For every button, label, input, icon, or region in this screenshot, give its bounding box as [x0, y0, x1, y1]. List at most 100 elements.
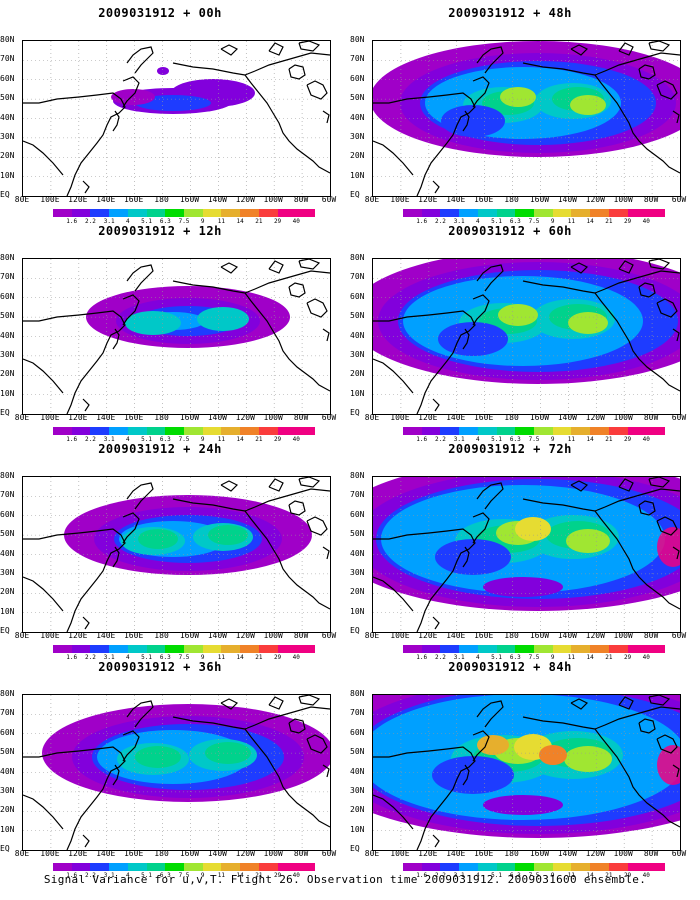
latitude-label: 80N — [0, 471, 15, 480]
colorbar-swatch — [459, 427, 479, 435]
latitude-label: EQ — [0, 844, 10, 854]
colorbar-label: 11 — [567, 436, 576, 443]
latitude-label: 60N — [350, 509, 365, 519]
colorbar-swatch — [109, 645, 129, 653]
longitude-axis: 80E 100E 120E 140E 160E 180 160W 140W 120W 100W 80… — [0, 849, 336, 860]
colorbar-swatch — [53, 863, 73, 871]
colorbar-label: 2.2 — [435, 654, 446, 661]
colorbar-swatch — [515, 863, 535, 871]
longitude-axis: 80E 100E 120E 140E 160E 180 160W 140W 120W 100W 80… — [350, 413, 686, 424]
colorbar-swatch — [421, 863, 441, 871]
longitude-label: 100W — [263, 413, 283, 422]
longitude-label: 60W — [671, 195, 687, 204]
latitude-label: 30N — [0, 132, 15, 141]
colorbar-swatch — [184, 645, 204, 653]
colorbar-label: 29 — [623, 436, 632, 443]
latitude-label: 50N — [350, 93, 365, 103]
colorbar-label: 4 — [126, 218, 130, 225]
colorbar-label: 7.5 — [178, 436, 190, 443]
colorbar-label: 40 — [642, 654, 650, 661]
colorbar-label: 7.5 — [528, 218, 540, 225]
colorbar-label: 9 — [550, 436, 555, 443]
colorbar-label: 2.2 — [85, 654, 96, 661]
longitude-label: 120W — [235, 631, 255, 640]
colorbar-label: 21 — [605, 872, 613, 879]
colorbar-swatch — [440, 427, 460, 435]
longitude-label: 80E — [14, 195, 30, 204]
colorbar-swatch — [221, 645, 241, 653]
colorbar-label: 29 — [623, 218, 632, 225]
colorbar-label: 21 — [605, 436, 613, 443]
colorbar-label: 2.2 — [435, 218, 446, 225]
colorbar: 1.6 2.2 3.1 4 5.1 6.3 7.5 9 11 14 21 29 40 — [403, 427, 666, 451]
colorbar-swatch — [165, 209, 185, 217]
longitude-label: 120W — [585, 195, 605, 204]
latitude-label: 40N — [350, 112, 365, 122]
longitude-label: 120W — [585, 413, 605, 422]
longitude-label: 120E — [418, 631, 438, 640]
longitude-label: 140E — [96, 631, 116, 640]
colorbar-label: 40 — [642, 436, 650, 443]
colorbar-swatch — [608, 427, 629, 435]
colorbar-swatch — [202, 427, 222, 435]
longitude-label: 160W — [529, 849, 550, 858]
colorbar-swatch — [258, 645, 279, 653]
colorbar-label: 21 — [605, 654, 613, 661]
latitude-label: 70N — [0, 490, 15, 500]
colorbar-swatch — [127, 427, 148, 435]
colorbar-label: 11 — [567, 654, 576, 661]
longitude-label: 80W — [293, 849, 309, 858]
colorbar-swatch — [258, 209, 279, 217]
colorbar-swatch — [277, 209, 297, 217]
longitude-label: 120E — [68, 849, 88, 858]
latitude-label: 60N — [0, 509, 15, 519]
colorbar-swatch — [127, 863, 148, 871]
colorbar-swatch — [296, 209, 316, 217]
colorbar-label: 5.1 — [491, 654, 502, 661]
colorbar-swatch — [608, 863, 629, 871]
colorbar-swatch — [258, 863, 279, 871]
colorbar-swatch — [202, 209, 222, 217]
latitude-label: 50N — [0, 93, 15, 103]
colorbar-label: 5.1 — [141, 436, 152, 443]
map-area — [372, 40, 681, 197]
longitude-label: 160E — [123, 849, 144, 858]
colorbar-label: 2.2 — [435, 872, 446, 879]
longitude-label: 100W — [613, 195, 633, 204]
colorbar-swatch — [552, 209, 572, 217]
colorbar-label: 1.6 — [66, 436, 78, 443]
colorbar: 1.6 2.2 3.1 4 5.1 6.3 7.5 9 11 14 21 29 40 — [403, 863, 666, 887]
colorbar-label: 5.1 — [491, 436, 502, 443]
colorbar-label: 4 — [476, 436, 480, 443]
colorbar-swatch — [534, 863, 554, 871]
latitude-label: 20N — [0, 369, 15, 379]
colorbar-label: 14 — [586, 654, 594, 661]
colorbar-label: 40 — [642, 218, 650, 225]
longitude-label: 120W — [585, 849, 605, 858]
latitude-label: 30N — [350, 132, 365, 141]
longitude-label: 80E — [364, 195, 380, 204]
latitude-label: 20N — [0, 587, 15, 597]
latitude-axis: 80N 70N 60N 50N 40N 30N 20N 10N EQ — [0, 690, 20, 854]
longitude-label: 160W — [179, 631, 200, 640]
longitude-label: 160E — [123, 631, 144, 640]
longitude-label: 180 — [504, 413, 519, 422]
colorbar-label: 40 — [292, 654, 300, 661]
longitude-label: 80W — [293, 631, 309, 640]
colorbar-swatch — [146, 209, 166, 217]
latitude-label: 70N — [350, 490, 365, 500]
variance-field — [373, 695, 680, 850]
longitude-label: 100E — [390, 195, 410, 204]
colorbar-swatch — [221, 209, 241, 217]
latitude-label: 60N — [350, 727, 365, 737]
colorbar-label: 3.1 — [453, 218, 465, 225]
longitude-label: 100W — [263, 631, 283, 640]
colorbar-label: 21 — [255, 654, 263, 661]
longitude-axis: 80E 100E 120E 140E 160E 180 160W 140W 120W 100W 80… — [350, 631, 686, 642]
colorbar-swatch — [221, 427, 241, 435]
colorbar-swatch — [571, 863, 591, 871]
colorbar-swatch — [477, 863, 498, 871]
latitude-label: 80N — [350, 253, 365, 262]
longitude-label: 80E — [14, 413, 30, 422]
colorbar: 1.6 2.2 3.1 4 5.1 6.3 7.5 9 11 14 21 29 40 — [53, 863, 316, 887]
